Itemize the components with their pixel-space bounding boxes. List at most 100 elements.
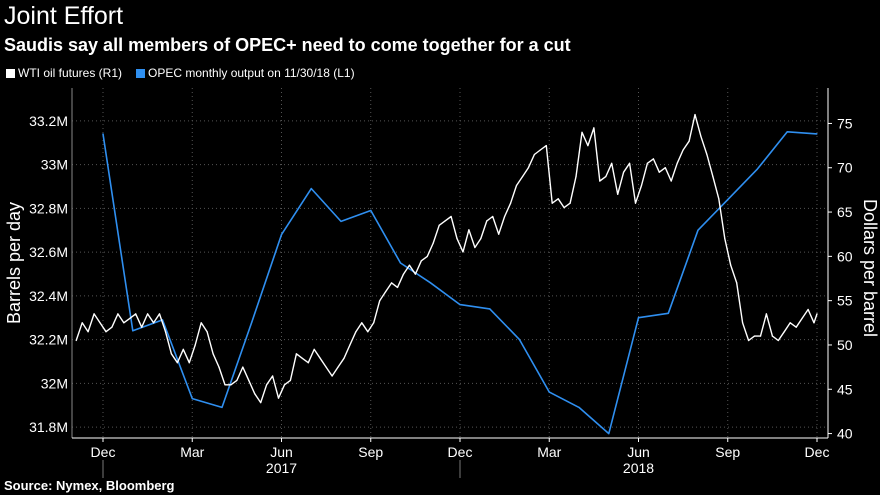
- x-tick-label: Jun: [270, 444, 293, 460]
- right-tick-label: 40: [837, 426, 853, 442]
- wti-data-point: [652, 158, 655, 160]
- wti-data-point: [224, 384, 226, 386]
- source-note: Source: Nymex, Bloomberg: [4, 478, 175, 493]
- wti-data-point: [218, 366, 220, 368]
- wti-data-point: [289, 379, 291, 381]
- tick-labels: 31.8M 32M 32.2M 32.4M 32.6M 32.8M 33M 33.2M 40 45…: [4, 113, 880, 476]
- wti-data-point: [581, 131, 583, 133]
- opec-data-point: [578, 406, 580, 408]
- wti-data-point: [563, 207, 565, 209]
- wti-data-point: [266, 384, 268, 386]
- wti-data-point: [706, 153, 708, 156]
- wti-data-point: [807, 308, 809, 311]
- wti-data-point: [700, 136, 702, 138]
- opec-data-point: [667, 312, 669, 314]
- left-tick-label: 33M: [41, 157, 68, 173]
- x-tick-label: Dec: [448, 444, 473, 460]
- wti-data-point: [81, 322, 83, 324]
- wti-data-point: [230, 384, 232, 386]
- axes: [71, 88, 832, 478]
- wti-data-point: [153, 322, 155, 324]
- wti-data-point: [236, 379, 238, 381]
- wti-data-point: [694, 114, 696, 116]
- wti-data-point: [789, 322, 791, 324]
- right-tick-label: 45: [837, 381, 853, 397]
- wti-data-point: [640, 184, 643, 187]
- wti-data-point: [801, 317, 803, 319]
- wti-data-point: [343, 357, 345, 359]
- wti-data-point: [396, 286, 399, 288]
- wti-data-point: [795, 326, 797, 328]
- opec-data-point: [429, 282, 431, 284]
- wti-data-point: [438, 224, 440, 226]
- x-tick-label: Dec: [805, 444, 830, 460]
- left-tick-label: 32.4M: [29, 288, 68, 304]
- wti-data-point: [182, 348, 184, 350]
- wti-data-point: [206, 331, 208, 333]
- wti-data-point: [87, 331, 89, 333]
- right-axis-title: Dollars per barrel: [860, 199, 880, 337]
- wti-data-point: [212, 353, 214, 355]
- legend-label-wti: WTI oil futures (R1): [18, 66, 123, 80]
- wti-data-point: [617, 193, 619, 195]
- left-tick-label: 33.2M: [29, 113, 68, 129]
- wti-data-point: [432, 242, 434, 244]
- opec-data-point: [370, 209, 372, 212]
- right-tick-label: 60: [837, 248, 853, 264]
- wti-data-point: [379, 300, 381, 302]
- wti-data-point: [718, 198, 720, 200]
- wti-data-point: [355, 331, 357, 333]
- wti-data-point: [629, 162, 631, 164]
- wti-data-point: [105, 331, 107, 333]
- wti-data-point: [141, 326, 143, 328]
- wti-data-point: [611, 162, 613, 164]
- chart-subtitle: Saudis say all members of OPEC+ need to …: [4, 35, 571, 55]
- wti-data-point: [277, 397, 280, 399]
- wti-data-point: [408, 264, 410, 266]
- wti-data-point: [361, 322, 363, 324]
- left-tick-label: 31.8M: [29, 419, 68, 435]
- wti-data-point: [462, 251, 464, 253]
- wti-data-point: [420, 260, 422, 262]
- chart-title: Joint Effort: [4, 2, 124, 30]
- wti-data-point: [623, 171, 625, 173]
- opec-data-point: [637, 317, 640, 319]
- wti-data-point: [783, 331, 785, 333]
- right-tick-label: 55: [837, 293, 853, 309]
- wti-data-point: [200, 322, 202, 324]
- wti-data-point: [515, 184, 518, 187]
- x-tick-label: Mar: [180, 444, 204, 460]
- opec-data-point: [697, 229, 699, 231]
- right-tick-label: 50: [837, 337, 853, 353]
- wti-data-point: [771, 335, 774, 337]
- wti-data-point: [414, 273, 416, 275]
- wti-data-point: [551, 202, 553, 204]
- wti-data-point: [426, 255, 428, 257]
- wti-data-point: [486, 220, 488, 222]
- opec-data-point: [459, 304, 461, 306]
- wti-data-point: [158, 313, 161, 315]
- legend-item-wti: WTI oil futures (R1): [6, 66, 122, 80]
- wti-data-point: [164, 331, 167, 333]
- wti-data-point: [539, 149, 541, 151]
- wti-data-point: [123, 322, 125, 324]
- wti-data-point: [753, 335, 756, 337]
- opec-data-point: [191, 398, 193, 400]
- wti-data-point: [325, 366, 327, 368]
- wti-data-point: [813, 322, 815, 324]
- opec-data-point: [310, 188, 312, 190]
- wti-data-point: [319, 357, 321, 359]
- wti-data-point: [634, 202, 637, 204]
- wti-data-point: [349, 344, 351, 346]
- left-tick-label: 32.6M: [29, 244, 68, 260]
- wti-data-point: [498, 233, 500, 235]
- opec-data-point: [608, 433, 610, 435]
- wti-data-point: [533, 153, 536, 156]
- wti-data-point: [605, 176, 607, 178]
- left-tick-label: 32.2M: [29, 332, 68, 348]
- wti-data-point: [129, 317, 131, 319]
- wti-data-point: [402, 273, 405, 275]
- wti-data-point: [682, 149, 684, 151]
- year-label: 2018: [623, 460, 654, 476]
- wti-data-point: [147, 313, 149, 315]
